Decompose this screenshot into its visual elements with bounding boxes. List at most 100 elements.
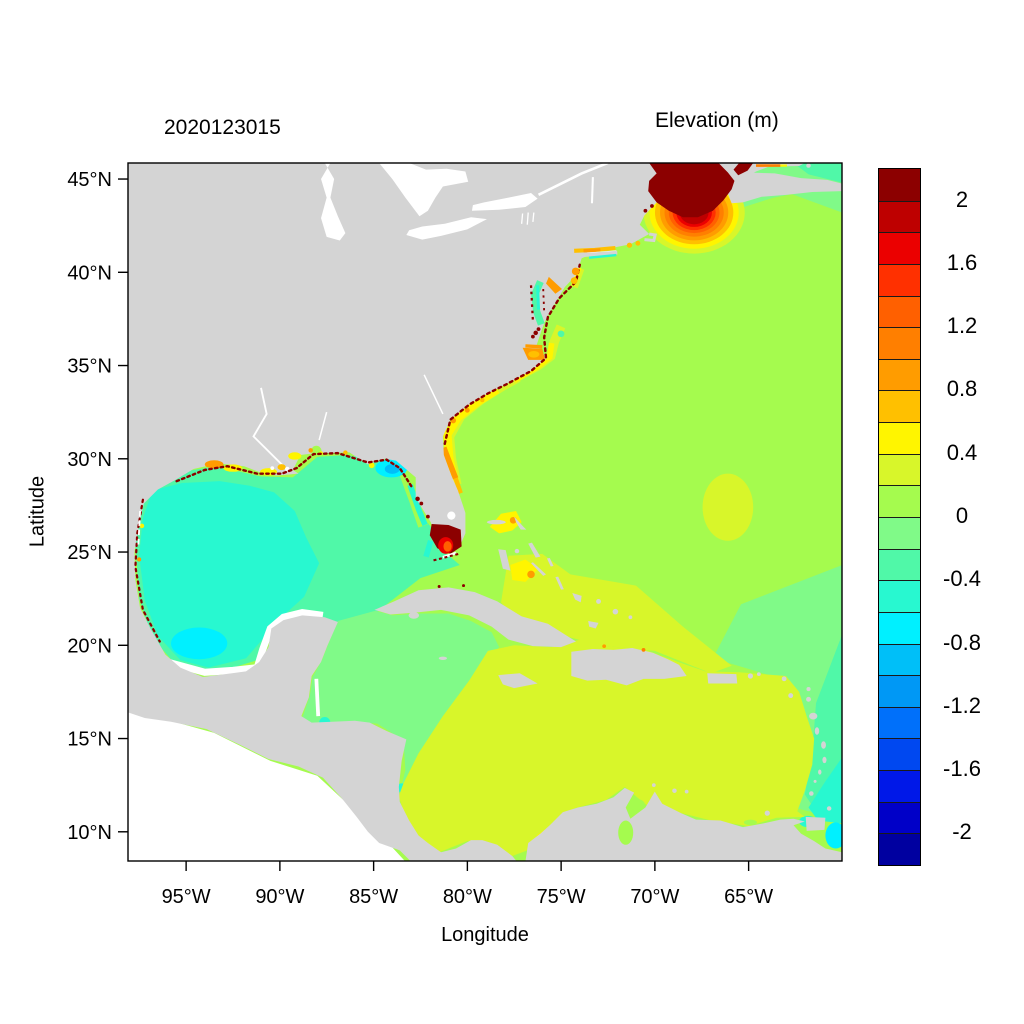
eleuthera [528,542,541,558]
bonaire [684,789,689,794]
cuba-speckle [462,584,466,588]
colorbar-block [879,263,920,296]
pamlico-amber [528,350,540,358]
apalachicola-yellow-dot [368,462,375,469]
mx-orange-dot [137,557,142,562]
colorbar-tick-label: 1.6 [946,249,978,275]
se-corner-turquoise [808,757,842,824]
ri-amber-dot [626,242,633,248]
mobile-orange-dot [308,448,313,453]
fl-west-turquoise [407,483,428,527]
cuba [374,587,577,648]
everglades-orange-core [443,541,452,552]
charlotte-speckle [426,514,430,519]
cayman [438,656,448,660]
sargasso-patch [702,473,754,541]
long-island-bahamas [555,576,564,590]
mississippi-river [252,387,285,467]
lake-huron [379,163,469,217]
norfolk-speckle [533,330,538,336]
albemarle-sound-orange [525,344,543,349]
y-tick-label: 35°N [67,356,112,378]
grand-bahama [486,519,506,525]
hispaniola [571,648,687,686]
tx-yellow-dot [139,523,145,529]
caribbean-sea [398,639,815,856]
cuba-speckle [437,585,441,588]
dominica [814,727,820,735]
ne-florida-orange-band [441,446,459,480]
li-south-shore-turquoise [589,253,617,259]
lakes-layer [252,163,609,520]
y-axis-title: Latitude [26,475,49,548]
colorbar-block [879,422,920,454]
nj-amber-blob [570,277,578,284]
x-axis-title: Longitude [441,924,529,946]
lake-okeechobee [447,511,456,520]
campeche-white-band [166,609,324,676]
colorbar-block [879,358,920,391]
tampa-speckle [419,501,424,506]
campeche-cyan-core [171,627,228,660]
north-gulf-speckles [175,451,415,490]
colorbar-tick-label: -1.2 [943,692,981,718]
finger-lake [526,212,529,225]
ms-sound-yellow [288,452,302,460]
new-providence [514,548,520,554]
y-axis-ticks: 45°N 40°N 35°N 30°N 25°N 20°N 15°N 10°N [67,169,128,844]
colorbar-block [879,232,920,264]
colorbar [878,168,921,866]
lake-champlain [590,177,594,204]
savannah-river [423,374,444,415]
turks [628,615,633,620]
x-tick-label: 95°W [162,886,211,908]
sc-amber-fleck [480,397,485,403]
hispaniola-orange-dot [602,644,607,649]
guadeloupe [809,712,818,720]
tampa-speckle [415,496,420,502]
virgin-islands [747,673,754,679]
finger-lake [520,213,524,224]
delaware-bay-orange [546,276,562,294]
cape-cod [644,232,657,243]
colorbar-block [879,801,920,834]
inagua [588,621,599,629]
lake-maracaibo [618,820,634,845]
y-tick-label: 25°N [67,542,112,564]
norfolk-speckle [536,327,541,331]
colorbar-block [879,738,920,771]
antigua [806,696,811,702]
trinidad-cyan [825,822,842,849]
abaco [514,516,527,530]
x-tick-label: 80°W [443,886,492,908]
colorbar-block [879,611,920,644]
x-tick-label: 90°W [255,886,304,908]
colorbar-block [879,833,920,865]
st-vincent [818,769,822,775]
nj-orange-blob [571,267,580,276]
map-area [128,163,842,861]
florida-bay-turquoise [423,540,434,558]
colorbar-block [879,169,920,201]
puerto-rico [707,673,738,684]
st-lawrence-river [537,163,609,197]
lake-erie [406,217,487,240]
crooked-acklins [572,593,582,603]
delta-amber [277,464,286,471]
colorbar-tick-label: 0 [955,503,969,528]
gulf-st-lawrence-islet [806,163,811,168]
buzzards-amber-dot [635,240,641,246]
trinidad [805,816,826,831]
colorbar-block [879,675,920,707]
y-tick-label: 45°N [67,169,112,191]
colorbar-block [879,453,920,486]
colorbar-block [879,485,920,517]
colorbar-block [879,327,920,359]
mayaguana [596,598,601,604]
offshore-va-spring-dot [557,330,565,338]
anguilla-stmartin [781,676,787,682]
alabama-river [318,411,328,441]
sc-orange-fleck [464,407,470,413]
se-corner-spring [804,634,842,813]
